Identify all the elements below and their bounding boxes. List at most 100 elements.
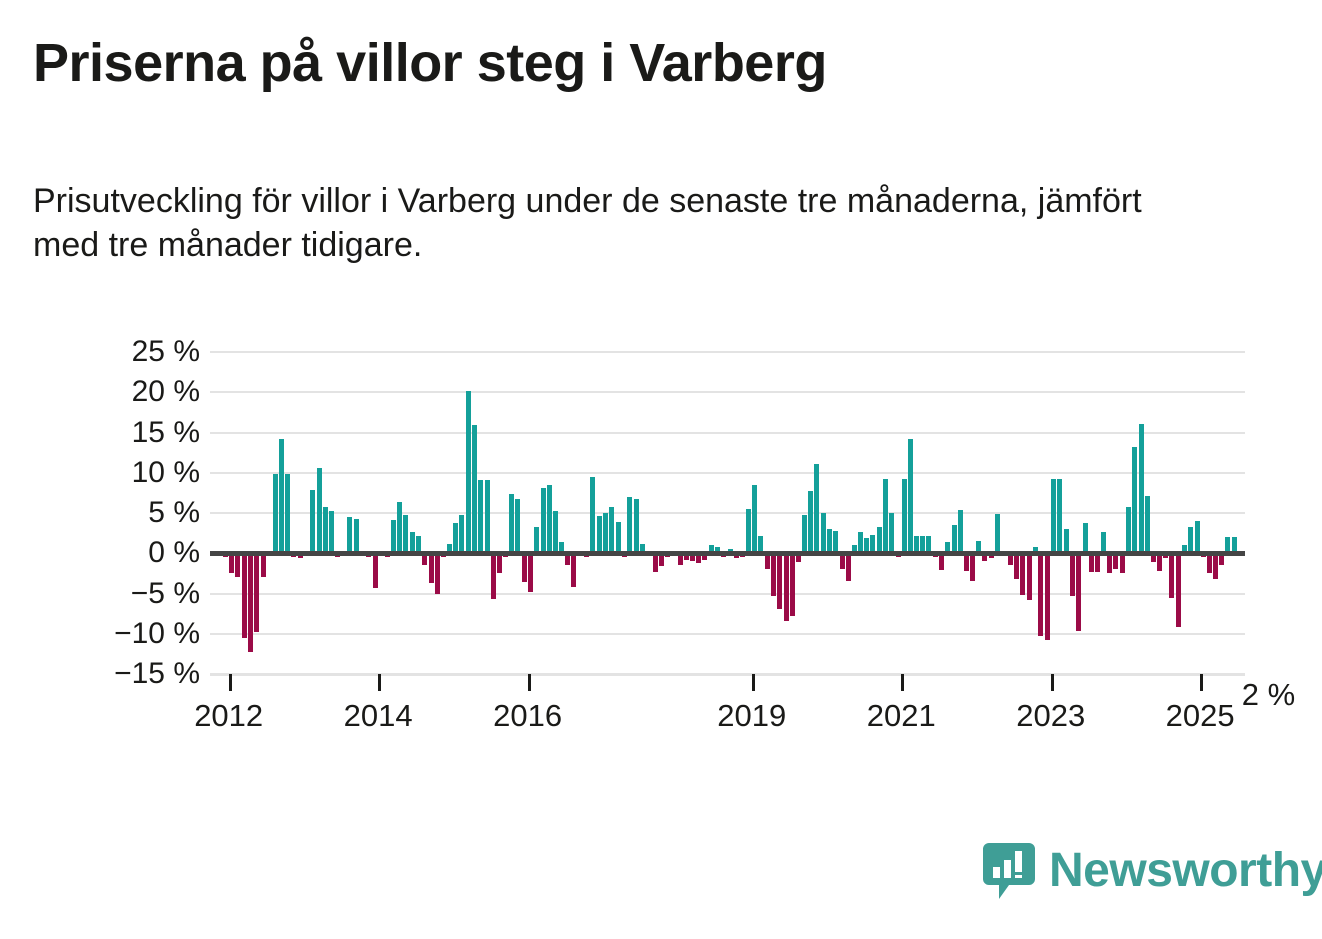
y-axis-labels: 25 % 20 % 15 % 10 % 5 % 0 % −5 % −10 % −15 % <box>0 330 200 690</box>
bar <box>559 541 565 554</box>
bar <box>640 544 646 554</box>
bar <box>1125 506 1131 554</box>
bar <box>247 553 253 653</box>
y-axis-tick-label: −15 % <box>114 657 200 690</box>
x-axis-tick-label: 2025 <box>1165 698 1235 733</box>
bar <box>702 553 708 561</box>
bar <box>957 509 963 554</box>
bar <box>509 494 515 554</box>
bar <box>1094 553 1100 572</box>
x-axis-tick <box>751 674 755 691</box>
bar <box>976 541 982 554</box>
x-axis-tick <box>1050 674 1054 691</box>
x-axis-tick-label: 2023 <box>1016 698 1086 733</box>
bar <box>1138 424 1144 554</box>
y-axis-tick-label: −5 % <box>130 576 200 610</box>
bar <box>658 553 664 567</box>
bar <box>945 541 951 554</box>
gridline <box>210 431 1245 434</box>
bar <box>795 553 801 563</box>
bar <box>478 479 484 554</box>
gridline <box>210 351 1245 353</box>
bar <box>410 531 416 554</box>
bar <box>951 525 957 554</box>
x-axis-tick-label: 2014 <box>343 698 413 733</box>
bar <box>677 553 683 566</box>
y-axis-tick-label: 5 % <box>148 496 200 529</box>
page-subtitle: Prisutveckling för villor i Varberg unde… <box>33 182 1142 264</box>
bar <box>353 518 359 554</box>
bar <box>727 549 733 554</box>
bar <box>877 527 883 554</box>
bar <box>802 514 808 554</box>
bar <box>453 522 459 554</box>
bar <box>1107 553 1113 573</box>
bar <box>1038 553 1044 637</box>
x-axis-tick <box>1200 674 1204 691</box>
bar <box>590 476 596 554</box>
bar <box>1187 527 1193 554</box>
bar <box>1045 553 1051 641</box>
bar <box>490 553 496 600</box>
bar <box>391 520 397 554</box>
bar <box>634 498 640 554</box>
bar <box>1032 546 1038 554</box>
bar <box>1232 537 1238 554</box>
x-axis <box>210 674 1245 691</box>
bar <box>870 534 876 554</box>
bar <box>415 536 421 554</box>
bar <box>752 484 758 554</box>
bar <box>241 553 247 638</box>
x-axis-tick-label: 2016 <box>493 698 563 733</box>
bar <box>522 553 528 583</box>
bar <box>472 425 478 554</box>
bar <box>309 490 315 554</box>
page-title: Priserna på villor steg i Varberg <box>33 33 827 93</box>
bar <box>883 479 889 554</box>
bar <box>328 510 334 554</box>
bar <box>1069 553 1075 596</box>
bar <box>926 535 932 554</box>
bar <box>459 514 465 554</box>
bar <box>434 553 440 594</box>
x-axis-tick <box>901 674 905 691</box>
bar <box>1194 521 1200 554</box>
x-axis-tick-label: 2012 <box>194 698 264 733</box>
bar-chart-speech-bubble-icon <box>983 843 1035 899</box>
gridline <box>210 391 1245 394</box>
bar <box>1013 553 1019 579</box>
gridline <box>210 512 1245 514</box>
bar <box>864 537 870 554</box>
bar <box>602 513 608 554</box>
bar <box>858 531 864 554</box>
bar <box>963 553 969 571</box>
bar <box>1051 479 1057 554</box>
bar <box>466 390 472 554</box>
bar <box>372 553 378 588</box>
bar <box>714 546 720 554</box>
bar <box>546 484 552 554</box>
bar <box>808 491 814 554</box>
bar <box>776 553 782 609</box>
zero-baseline <box>210 551 1245 557</box>
value-annotation: 2 % <box>1241 677 1296 713</box>
bar <box>827 529 832 554</box>
y-axis-tick-label: 20 % <box>131 375 200 409</box>
bar <box>235 553 241 578</box>
bar <box>1131 446 1137 554</box>
bar <box>496 553 502 573</box>
x-axis-tick-label: 2021 <box>866 698 936 733</box>
x-axis-tick-label: 2019 <box>717 698 787 733</box>
bar <box>839 553 845 569</box>
bar <box>1063 529 1069 554</box>
bar <box>1206 553 1212 573</box>
bar <box>889 513 895 554</box>
x-axis-tick <box>378 674 382 691</box>
bar <box>1150 553 1156 563</box>
bar <box>901 479 907 554</box>
bar <box>1101 531 1107 554</box>
y-axis-tick-label: 10 % <box>131 455 200 489</box>
bar <box>615 521 621 554</box>
bar <box>1113 553 1119 570</box>
